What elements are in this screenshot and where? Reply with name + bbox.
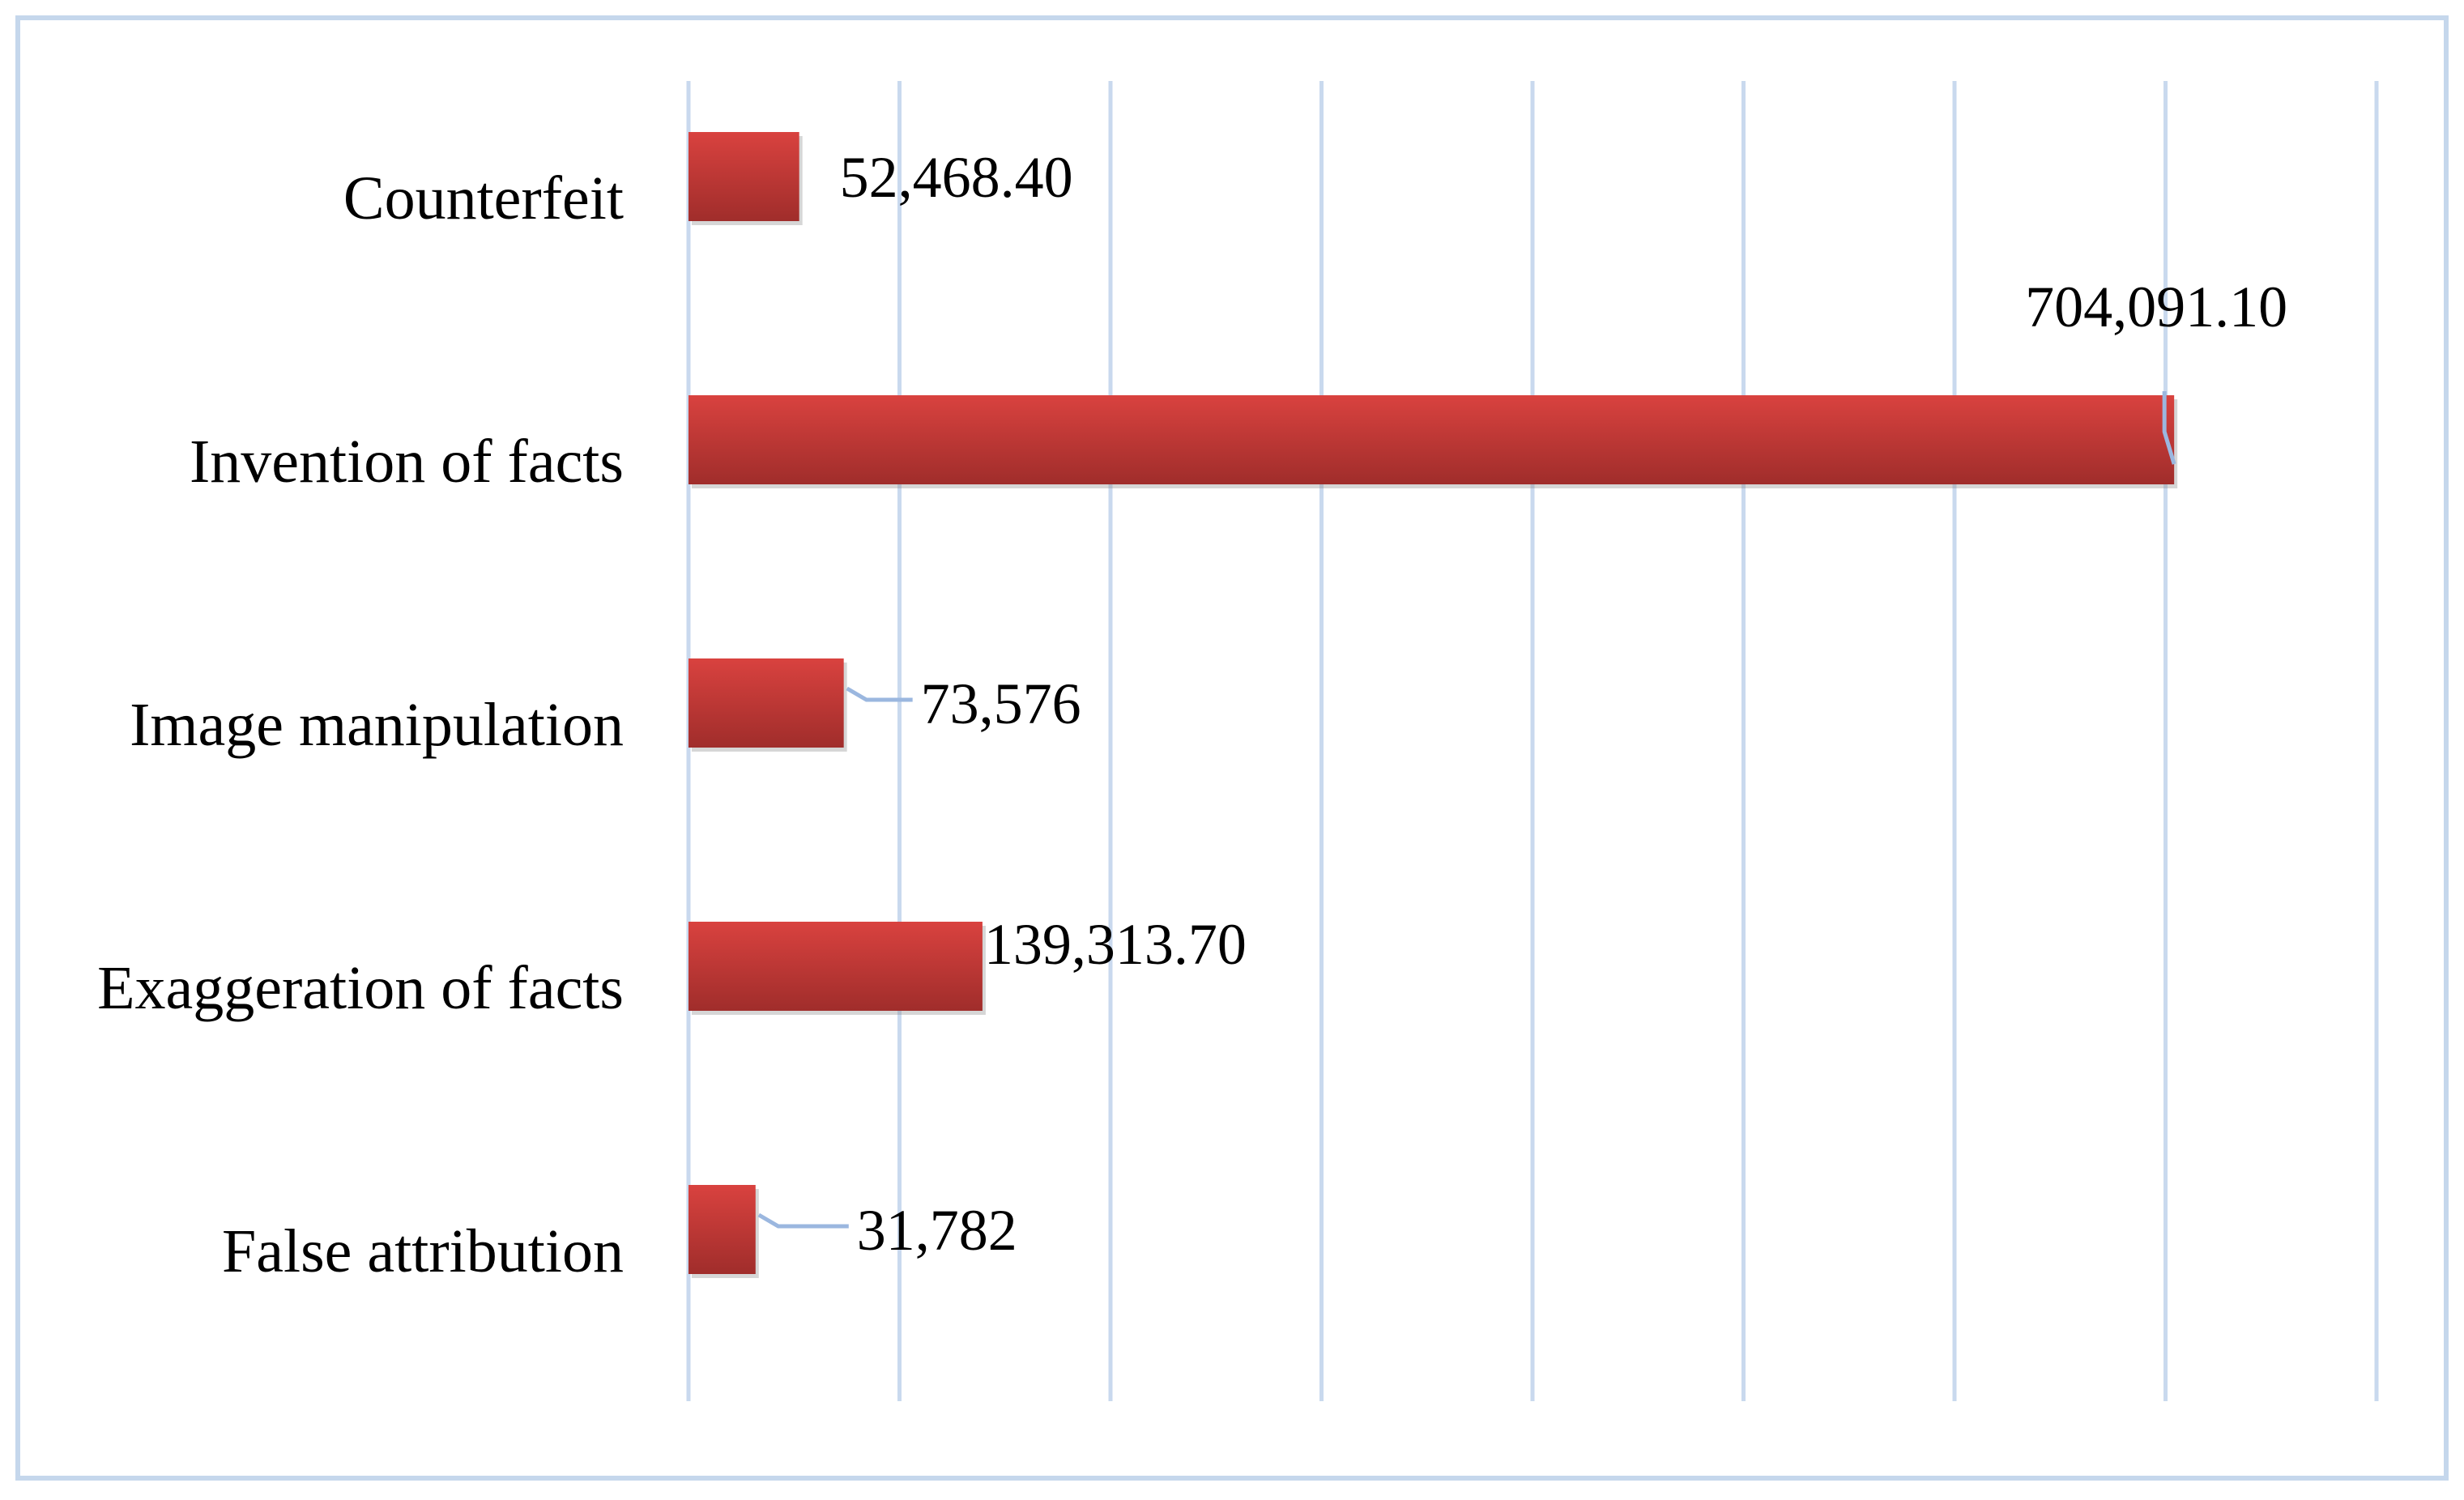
data-label: 73,576 — [921, 671, 1081, 736]
data-label: 704,091.10 — [2025, 275, 2287, 339]
bar-exaggeration-of-facts — [688, 922, 983, 1011]
bar-false-attribution — [688, 1185, 756, 1274]
bar-counterfeit — [688, 132, 799, 221]
category-label: Exaggeration of facts — [97, 954, 624, 1022]
category-label: False attribution — [222, 1217, 624, 1285]
category-label: Counterfeit — [343, 164, 624, 232]
labels: Counterfeit 52,468.40 Invention of facts 70… — [97, 145, 2287, 1285]
category-label: Image manipulation — [130, 691, 624, 759]
category-label: Invention of facts — [190, 428, 624, 496]
leader-line — [2162, 391, 2176, 465]
leader-line — [846, 686, 913, 702]
chart-frame — [15, 15, 2449, 1481]
bars — [688, 132, 2178, 1278]
bar-image-manipulation — [688, 658, 844, 748]
gridlines — [686, 81, 2379, 1401]
data-label: 52,468.40 — [840, 145, 1073, 210]
bar-invention-of-facts — [688, 395, 2175, 484]
leader-line — [757, 1212, 849, 1229]
data-label: 31,782 — [857, 1198, 1017, 1263]
data-label: 139,313.70 — [984, 912, 1247, 977]
leader-lines — [757, 391, 2176, 1229]
